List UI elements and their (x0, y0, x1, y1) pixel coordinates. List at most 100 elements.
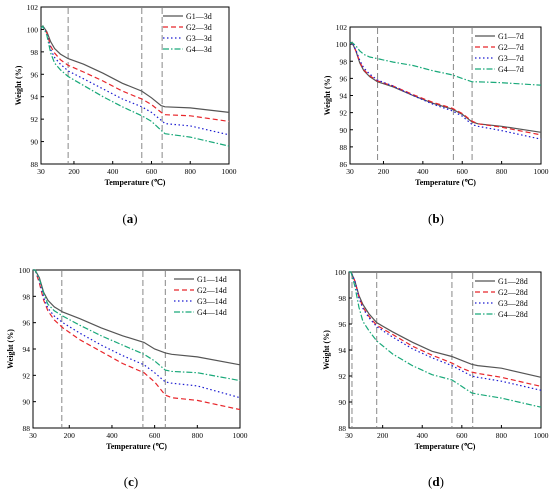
series-line-g2 (33, 269, 241, 411)
y-tick-label: 100 (336, 40, 348, 49)
y-tick-label: 96 (23, 319, 31, 328)
x-tick-label: 30 (345, 431, 353, 440)
y-tick-label: 88 (23, 424, 31, 433)
y-tick-label: 94 (340, 92, 348, 101)
y-tick-label: 98 (339, 294, 347, 303)
y-tick-label: 98 (23, 292, 31, 301)
x-tick-label: 200 (64, 431, 76, 440)
plot-frame (40, 6, 230, 165)
x-tick-label: 200 (68, 167, 80, 176)
series-line-g1 (33, 269, 241, 366)
y-axis-title: Weight (%) (322, 330, 331, 370)
chart-panel-c: 88 90 92 94 96 98 100 30 200 400 600 800 1000 Tempera… (6, 266, 248, 451)
legend: G1—28d G2—28d G3—28d G4—28d (475, 277, 528, 319)
y-tick-label: 88 (340, 143, 348, 152)
series-line-g2 (40, 25, 230, 122)
legend-label: G2—7d (498, 43, 524, 52)
legend-label: G1—14d (197, 275, 227, 284)
x-axis-title: Temperature (℃) (105, 178, 166, 187)
legend: G1—3d G2—3d G3—3d G4—3d (163, 12, 212, 54)
y-tick-label: 96 (340, 74, 348, 83)
series-line-g1 (40, 25, 230, 113)
x-tick-label: 800 (185, 167, 197, 176)
legend-label: G3—14d (197, 297, 227, 306)
y-tick-label: 92 (339, 372, 347, 381)
y-tick-label: 92 (340, 109, 348, 118)
x-tick-label: 800 (496, 431, 508, 440)
y-tick-label: 98 (31, 48, 39, 57)
x-axis-title: Temperature (℃) (415, 442, 476, 451)
legend-label: G2—3d (186, 23, 212, 32)
x-tick-label: 400 (107, 167, 119, 176)
y-tick-label: 100 (335, 268, 347, 277)
y-tick-label: 92 (31, 115, 39, 124)
legend-label: G2—28d (498, 288, 528, 297)
x-tick-label: 800 (496, 167, 508, 176)
y-tick-label: 100 (19, 266, 31, 275)
panel-label-a: (a) (122, 211, 137, 226)
x-tick-label: 600 (146, 167, 158, 176)
y-tick-label: 90 (339, 398, 347, 407)
x-tick-label: 400 (417, 431, 429, 440)
legend: G1—7d G2—7d G3—7d G4—7d (475, 32, 524, 74)
panel-label-b: (b) (428, 211, 444, 226)
x-tick-label: 30 (346, 167, 354, 176)
y-tick-label: 102 (27, 3, 39, 12)
y-tick-label: 90 (23, 398, 31, 407)
y-tick-label: 98 (340, 57, 348, 66)
y-axis-title: Weight (%) (14, 65, 23, 105)
legend-label: G1—3d (186, 12, 212, 21)
y-tick-label: 90 (31, 138, 39, 147)
x-tick-label: 600 (456, 431, 468, 440)
x-tick-label: 1000 (534, 167, 549, 176)
series-line-g3 (349, 271, 542, 391)
x-tick-label: 400 (106, 431, 118, 440)
y-tick-label: 88 (31, 160, 39, 169)
x-tick-label: 30 (29, 431, 37, 440)
legend-label: G1—28d (498, 277, 528, 286)
y-tick-label: 94 (31, 93, 39, 102)
legend-label: G4—3d (186, 45, 212, 54)
legend-label: G3—28d (498, 299, 528, 308)
x-tick-label: 30 (37, 167, 45, 176)
legend-label: G3—7d (498, 54, 524, 63)
x-tick-label: 1000 (534, 431, 549, 440)
panel-label-d: (d) (428, 474, 444, 489)
x-axis-title: Temperature (℃) (106, 442, 167, 451)
y-tick-label: 94 (23, 345, 31, 354)
y-axis-title: Weight (%) (323, 75, 332, 115)
x-tick-label: 1000 (222, 167, 237, 176)
chart-panel-a: 88 90 92 94 96 98 100 102 30 200 400 600 800 1000 Temp… (14, 3, 237, 187)
series-line-g2 (349, 41, 542, 136)
x-tick-label: 400 (417, 167, 429, 176)
y-tick-label: 100 (27, 25, 39, 34)
legend-label: G4—28d (498, 310, 528, 319)
y-tick-label: 92 (23, 371, 31, 380)
series-line-g2 (349, 271, 542, 387)
y-tick-label: 96 (339, 320, 347, 329)
legend-label: G4—14d (197, 308, 227, 317)
series-line-g4 (33, 269, 241, 382)
legend-label: G4—7d (498, 65, 524, 74)
x-tick-label: 600 (457, 167, 469, 176)
panel-label-c: (c) (124, 474, 138, 489)
legend-label: G1—7d (498, 32, 524, 41)
x-tick-label: 200 (377, 431, 389, 440)
series-line-g3 (349, 41, 542, 140)
y-tick-label: 96 (31, 70, 39, 79)
series-line-g4 (349, 41, 542, 86)
legend: G1—14d G2—14d G3—14d G4—14d (174, 275, 227, 317)
y-tick-label: 86 (340, 160, 348, 169)
chart-panel-b: 86 88 90 92 94 96 98 100 102 30 200 400 600 800 1000 Te… (323, 23, 549, 187)
x-axis-title: Temperature (℃) (415, 178, 476, 187)
chart-panel-d: 88 90 92 94 96 98 100 30 200 400 600 800 1000 Tempera… (322, 268, 549, 451)
x-tick-label: 600 (149, 431, 161, 440)
legend-label: G2—14d (197, 286, 227, 295)
x-tick-label: 800 (192, 431, 204, 440)
legend-label: G3—3d (186, 34, 212, 43)
x-tick-label: 200 (378, 167, 390, 176)
y-axis-title: Weight (%) (6, 329, 15, 369)
y-tick-label: 90 (340, 126, 348, 135)
series-line-g3 (40, 25, 230, 136)
